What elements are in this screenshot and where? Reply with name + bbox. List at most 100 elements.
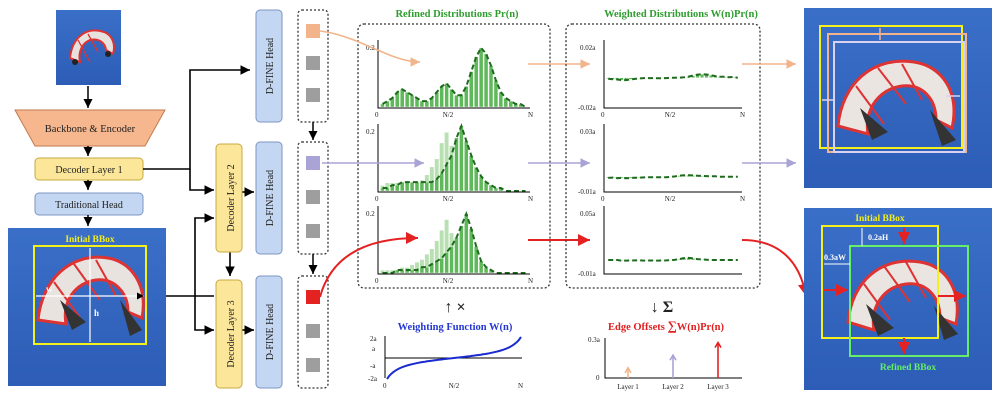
distribution-bar (469, 71, 474, 108)
distribution-bar (400, 181, 405, 192)
refined1-xN: N (528, 111, 533, 119)
weighted1-xN: N (740, 111, 745, 119)
distribution-bar (464, 213, 469, 274)
weighted1-x0: 0 (601, 111, 605, 119)
weighted-axes (603, 40, 742, 275)
distribution-bar (459, 225, 464, 274)
distribution-bar (400, 89, 405, 108)
weighted-chart-layer-2 (606, 174, 738, 180)
distribution-bar (439, 173, 444, 192)
weighted-curve (608, 73, 738, 82)
weighted-bar (628, 77, 633, 80)
distribution-bar (454, 237, 459, 274)
distribution-bar (464, 86, 469, 108)
ghost-bar (415, 262, 419, 273)
distribution-bar (493, 80, 499, 108)
weighted-bar (628, 176, 633, 179)
distribution-bar (449, 155, 454, 192)
layer3-arrow (319, 232, 419, 298)
refined-chart-layer-1 (380, 46, 527, 108)
edge-offset-arrowhead (714, 340, 722, 348)
distribution-bar (434, 92, 439, 108)
edge-offsets-title: Edge Offsets ∑W(n)Pr(n) (608, 318, 725, 333)
ghost-bar (380, 270, 385, 273)
weighted2-xN: N (740, 195, 745, 203)
dfine-head-3 (255, 275, 283, 389)
token-column-2 (297, 141, 329, 255)
edge-offset-arrowhead (669, 353, 677, 361)
ghost-bar (444, 132, 449, 191)
edge-offset-arrowhead (624, 366, 632, 374)
dfine-head-2-label: D-FINE Head (265, 170, 276, 226)
distribution-bar (424, 266, 430, 274)
distribution-bar (444, 83, 449, 108)
offset-h-label: 0.2aH (868, 233, 889, 242)
distribution-bar (404, 181, 410, 192)
ghost-bar (429, 167, 434, 191)
weighted-bar (700, 259, 704, 261)
backbone-label: Backbone & Encoder (45, 124, 136, 135)
distribution-bar (459, 94, 464, 108)
wf-xmid: N/2 (449, 382, 460, 390)
ghost-bar (429, 249, 434, 273)
ghost-bar (410, 265, 415, 273)
distribution-bar (478, 260, 484, 274)
wf-2a: 2a (370, 335, 378, 343)
token-column-1 (297, 9, 329, 123)
refined-panel (357, 23, 551, 289)
ghost-bar (434, 159, 439, 191)
refined-chart-layer-2 (380, 123, 526, 192)
edge-layer1: Layer 1 (617, 383, 639, 391)
edge-layer3: Layer 3 (707, 383, 729, 391)
weighted-curve (608, 256, 738, 262)
weighted2-xmid: N/2 (665, 195, 676, 203)
refined1-ytick: 0.2 (366, 44, 375, 52)
offset-w-label: 0.3aW (824, 253, 846, 262)
wf-a: a (372, 345, 376, 353)
distribution-bar (454, 137, 459, 192)
dfine-head-1-label: D-FINE Head (265, 38, 276, 94)
distribution-bar (483, 53, 489, 108)
distribution-bar (414, 181, 420, 192)
distribution-bar (454, 94, 459, 108)
refined2-xN: N (528, 195, 533, 203)
distribution-bar (395, 269, 400, 274)
input-image (56, 10, 121, 85)
refined-axes (377, 40, 530, 275)
refined-bbox-image (804, 208, 992, 390)
distribution-bar (444, 252, 449, 274)
weighted2-ybottom: -0.01a (578, 188, 597, 196)
refined3-ytick: 0.2 (366, 210, 375, 218)
weighted-curve (608, 174, 738, 180)
weighted1-ybottom: -0.02a (578, 104, 597, 112)
distribution-bar (459, 125, 464, 192)
initial-bbox-image (8, 228, 166, 386)
distribution-bar (474, 167, 479, 192)
distribution-bar (424, 181, 430, 192)
decoder-layer-2 (215, 143, 243, 253)
distribution-bar (493, 187, 499, 192)
weighted2-ytop: 0.03a (580, 128, 596, 136)
weighted-chart-layer-1 (606, 73, 738, 82)
dfine-head-3-label: D-FINE Head (265, 304, 276, 360)
distribution-bar (385, 100, 390, 108)
refined3-xN: N (528, 277, 533, 285)
times-symbol: ↑ × (444, 299, 465, 316)
distribution-bar (449, 89, 454, 108)
refined2-x0: 0 (375, 195, 379, 203)
ghost-bar (424, 254, 429, 273)
decoder-layer-2-label: Decoder Layer 2 (226, 164, 237, 231)
distribution-bar (434, 260, 439, 274)
width-label: w (46, 284, 53, 294)
distribution-bar (380, 187, 385, 192)
edge-y0: 0 (596, 374, 600, 382)
initial-bbox-label: Initial BBox (65, 235, 115, 245)
distribution-bar (464, 140, 469, 192)
distribution-bar (478, 47, 484, 108)
ghost-bar (434, 241, 439, 273)
refined-bbox-label: Refined BBox (880, 363, 936, 373)
weighting-axes (384, 336, 522, 378)
dfine-head-2 (255, 141, 283, 255)
wf-m2a: -2a (368, 375, 378, 383)
